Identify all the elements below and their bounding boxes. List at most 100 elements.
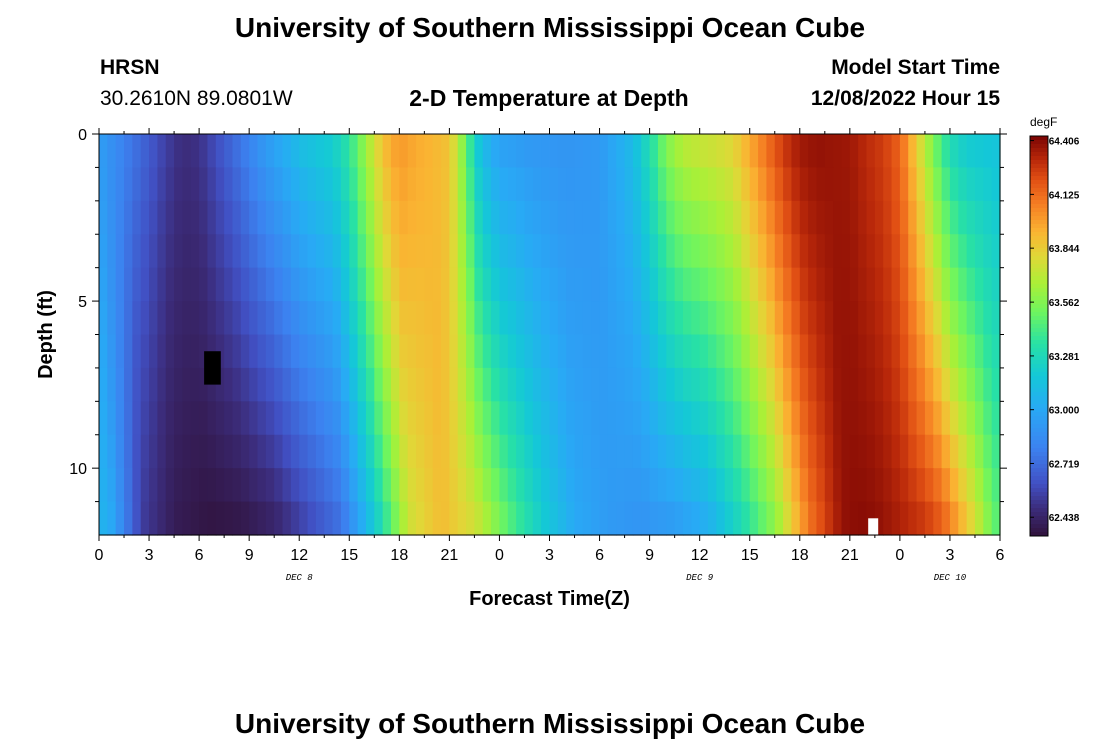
heatmap-cell (365, 334, 375, 369)
heatmap-cell (115, 167, 125, 202)
heatmap-cell (624, 401, 634, 436)
heatmap-cell (140, 267, 150, 302)
heatmap-cell (499, 401, 509, 436)
heatmap-cell (924, 167, 934, 202)
heatmap-cell (666, 401, 676, 436)
heatmap-cell (416, 468, 425, 503)
heatmap-cell (866, 401, 876, 436)
heatmap-cell (674, 167, 684, 202)
heatmap-cell (299, 468, 309, 503)
heatmap-cell (516, 401, 526, 436)
heatmap-cell (449, 501, 459, 536)
heatmap-cell (265, 434, 275, 469)
heatmap-cell (716, 301, 726, 336)
heatmap-cell (557, 167, 567, 202)
heatmap-cell (749, 167, 759, 202)
heatmap-cell (207, 134, 217, 169)
heatmap-cell (674, 234, 684, 269)
heatmap-cell (357, 234, 367, 269)
heatmap-cell (582, 434, 592, 469)
heatmap-cell (899, 434, 909, 469)
heatmap-cell (215, 267, 225, 302)
heatmap-cell (949, 468, 959, 503)
heatmap-cell (282, 167, 292, 202)
heatmap-cell (699, 301, 709, 336)
heatmap-cell (958, 234, 968, 269)
heatmap-cell (182, 501, 192, 536)
heatmap-cell (524, 367, 534, 402)
heatmap-cell (174, 401, 184, 436)
heatmap-cell (657, 401, 667, 436)
heatmap-cell (708, 401, 717, 436)
heatmap-cell (908, 301, 918, 336)
heatmap-cell (657, 200, 667, 235)
heatmap-cell (315, 367, 325, 402)
heatmap-cell (641, 334, 651, 369)
heatmap-cell (457, 200, 467, 235)
heatmap-cells (99, 134, 1001, 536)
colorbar-segment (1030, 464, 1048, 469)
heatmap-cell (215, 200, 225, 235)
colorbar-tick-label: 62.438 (1049, 513, 1080, 524)
heatmap-cell (207, 267, 217, 302)
heatmap-cell (591, 468, 601, 503)
heatmap-cell (574, 134, 584, 169)
heatmap-cell (774, 468, 784, 503)
heatmap-cell (949, 234, 959, 269)
heatmap-cell (524, 200, 534, 235)
heatmap-cell (591, 401, 601, 436)
heatmap-cell (682, 401, 692, 436)
heatmap-cell (724, 167, 734, 202)
heatmap-cell (866, 200, 876, 235)
heatmap-cell (991, 301, 1001, 336)
heatmap-cell (841, 334, 851, 369)
heatmap-cell (257, 334, 267, 369)
heatmap-cell (916, 367, 926, 402)
heatmap-cell (499, 167, 509, 202)
heatmap-cell (599, 200, 609, 235)
heatmap-cell (924, 200, 934, 235)
heatmap-cell (99, 301, 108, 336)
heatmap-cell (174, 367, 184, 402)
heatmap-cell (365, 167, 375, 202)
heatmap-cell (641, 301, 651, 336)
heatmap-cell (949, 367, 959, 402)
heatmap-cell (249, 134, 259, 169)
heatmap-cell (307, 334, 317, 369)
heatmap-cell (758, 468, 767, 503)
heatmap-cell (949, 200, 959, 235)
heatmap-cell (866, 434, 876, 469)
heatmap-cell (290, 200, 300, 235)
heatmap-cell (699, 501, 709, 536)
x-tick-label: 18 (390, 547, 408, 564)
heatmap-cell (265, 234, 275, 269)
heatmap-cell (666, 334, 676, 369)
heatmap-cell (190, 468, 200, 503)
heatmap-cell (441, 200, 450, 235)
heatmap-cell (432, 234, 442, 269)
heatmap-cell (307, 167, 317, 202)
colorbar-segment (1030, 428, 1048, 433)
colorbar-segment (1030, 292, 1048, 297)
heatmap-cell (424, 267, 434, 302)
colorbar-segment (1030, 372, 1048, 377)
heatmap-cell (933, 401, 943, 436)
heatmap-cell (908, 167, 918, 202)
colorbar-segment (1030, 252, 1048, 257)
heatmap-cell (724, 200, 734, 235)
heatmap-cell (933, 468, 943, 503)
heatmap-cell (883, 134, 893, 169)
heatmap-cell (891, 468, 901, 503)
colorbar-segment (1030, 508, 1048, 513)
heatmap-cell (207, 234, 217, 269)
heatmap-cell (257, 301, 267, 336)
heatmap-cell (549, 434, 559, 469)
heatmap-cell (524, 468, 534, 503)
heatmap-cell (616, 234, 626, 269)
heatmap-cell (315, 134, 325, 169)
heatmap-cell (140, 134, 150, 169)
heatmap-cell (974, 401, 984, 436)
heatmap-cell (841, 134, 851, 169)
heatmap-cell (199, 267, 209, 302)
heatmap-cell (958, 501, 968, 536)
